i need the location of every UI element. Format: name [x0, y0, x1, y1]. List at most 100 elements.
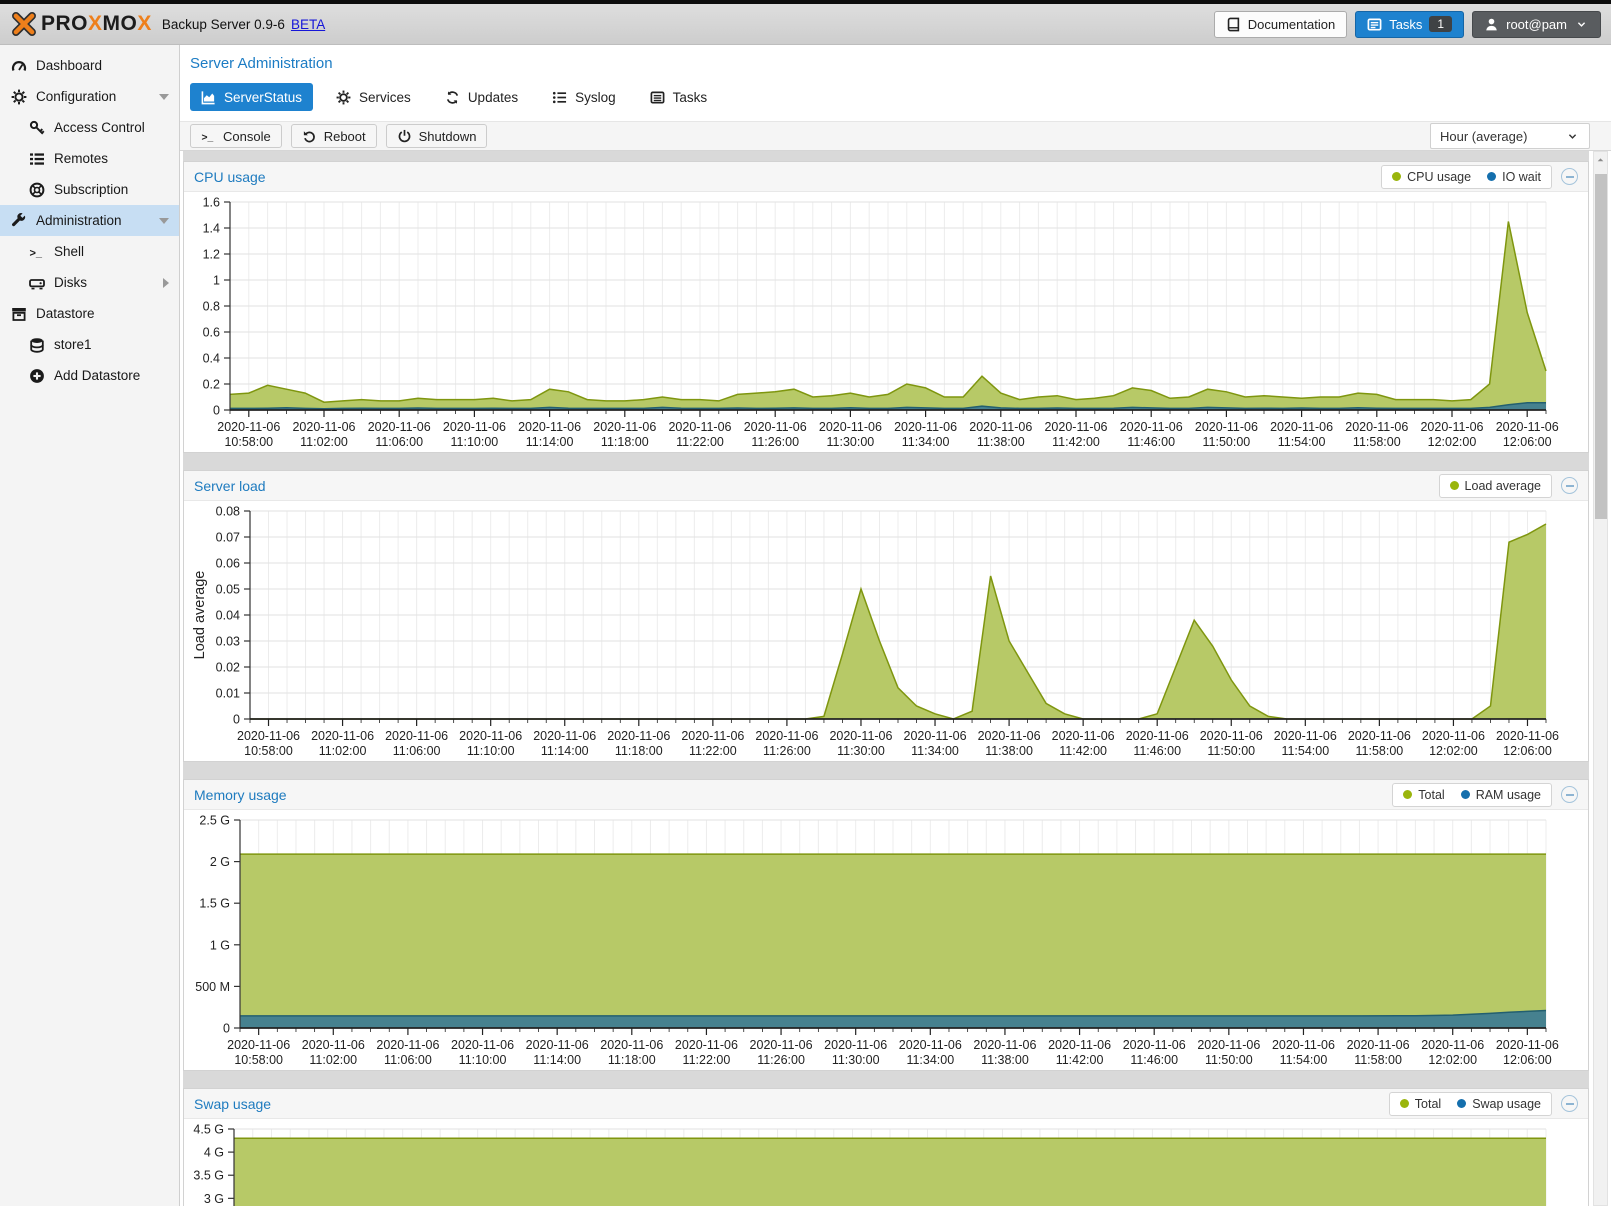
x-tick-date: 2020-11-06	[1197, 1038, 1260, 1052]
legend-dot-icon	[1403, 790, 1413, 799]
user-menu-button[interactable]: root@pam	[1472, 10, 1601, 38]
x-tick-date: 2020-11-06	[894, 420, 957, 434]
x-tick-date: 2020-11-06	[593, 420, 656, 434]
legend-item-total[interactable]: Total	[1399, 1097, 1441, 1111]
collapse-panel-icon[interactable]	[1561, 168, 1578, 185]
x-tick-date: 2020-11-06	[1345, 420, 1408, 434]
sidebar-item-shell[interactable]: >_ Shell	[0, 236, 179, 267]
sidebar-item-label: Dashboard	[36, 58, 103, 73]
x-tick-time: 10:58:00	[244, 744, 293, 758]
sidebar-item-administration[interactable]: Administration	[0, 205, 179, 236]
chart-legend: CPU usage IO wait	[1381, 164, 1552, 189]
sidebar-item-access-control[interactable]: Access Control	[0, 112, 179, 143]
configuration-icon	[10, 88, 27, 105]
legend-item-swap-usage[interactable]: Swap usage	[1457, 1097, 1541, 1111]
x-tick-date: 2020-11-06	[1272, 1038, 1335, 1052]
y-tick-label: 0.4	[203, 352, 220, 366]
collapse-panel-icon[interactable]	[1561, 786, 1578, 803]
legend-label: Swap usage	[1472, 1096, 1541, 1111]
x-tick-date: 2020-11-06	[1044, 420, 1107, 434]
x-tick-date: 2020-11-06	[1274, 729, 1337, 743]
subscription-icon	[28, 181, 45, 198]
vertical-scrollbar[interactable]	[1593, 151, 1608, 1206]
x-tick-time: 11:06:00	[393, 744, 441, 758]
x-tick-time: 11:58:00	[1354, 1053, 1402, 1067]
collapse-panel-icon[interactable]	[1561, 1095, 1578, 1112]
legend-dot-icon	[1487, 172, 1497, 181]
sidebar-item-add-datastore[interactable]: Add Datastore	[0, 360, 179, 391]
documentation-button[interactable]: Documentation	[1213, 10, 1348, 38]
sidebar-item-remotes[interactable]: Remotes	[0, 143, 179, 174]
shutdown-icon	[397, 129, 412, 144]
x-tick-time: 11:54:00	[1280, 1053, 1328, 1067]
x-tick-time: 11:22:00	[676, 435, 724, 449]
shutdown-button[interactable]: Shutdown	[385, 124, 488, 148]
serverstatus-icon	[201, 90, 216, 105]
console-button[interactable]: >_ Console	[190, 124, 282, 148]
expand-arrow-icon[interactable]	[163, 277, 169, 288]
app-header: PROXMOX Backup Server 0.9-6 BETA Documen…	[0, 4, 1611, 45]
x-tick-time: 12:02:00	[1429, 744, 1478, 758]
tab-tasks[interactable]: Tasks	[639, 83, 719, 111]
y-tick-label: 500 M	[195, 980, 230, 994]
tasks-button[interactable]: Tasks 1	[1355, 10, 1465, 38]
y-tick-label: 0.02	[216, 661, 240, 675]
x-tick-time: 11:18:00	[608, 1053, 656, 1067]
x-tick-time: 11:34:00	[902, 435, 950, 449]
x-tick-date: 2020-11-06	[1270, 420, 1333, 434]
collapse-panel-icon[interactable]	[1561, 477, 1578, 494]
x-tick-time: 11:26:00	[763, 744, 811, 758]
y-tick-label: 0.06	[216, 557, 240, 571]
add-datastore-icon	[28, 367, 45, 384]
legend-dot-icon	[1460, 790, 1470, 799]
legend-label: Total	[1418, 787, 1445, 802]
legend-item-total[interactable]: Total	[1403, 787, 1445, 802]
timeframe-select[interactable]: Hour (average)	[1430, 123, 1590, 149]
services-icon	[336, 90, 351, 105]
sidebar-item-dashboard[interactable]: Dashboard	[0, 50, 179, 81]
sidebar-item-label: Datastore	[36, 306, 95, 321]
sidebar-item-configuration[interactable]: Configuration	[0, 81, 179, 112]
collapse-arrow-icon[interactable]	[159, 217, 169, 224]
x-tick-date: 2020-11-06	[533, 729, 596, 743]
x-tick-time: 11:30:00	[827, 435, 875, 449]
button-label: Reboot	[323, 128, 366, 144]
sidebar-item-disks[interactable]: Disks	[0, 267, 179, 298]
panel-cpu-usage: CPU usage CPU usage IO wait 0 0.2 0.4 0.6 0.8 1 1…	[183, 161, 1589, 453]
legend-label: IO wait	[1502, 169, 1541, 184]
sidebar-item-store1[interactable]: store1	[0, 329, 179, 360]
x-tick-time: 11:34:00	[911, 744, 959, 758]
scroll-up-icon[interactable]	[1594, 152, 1607, 167]
console-icon: >_	[201, 129, 216, 144]
tab-services[interactable]: Services	[325, 83, 422, 111]
scrollbar-thumb[interactable]	[1595, 174, 1607, 519]
sidebar-item-datastore[interactable]: Datastore	[0, 298, 179, 329]
x-tick-date: 2020-11-06	[385, 729, 448, 743]
legend-item-load-average[interactable]: Load average	[1449, 479, 1541, 493]
x-tick-date: 2020-11-06	[904, 729, 967, 743]
tab-syslog[interactable]: Syslog	[541, 83, 627, 111]
y-tick-label: 3 G	[204, 1192, 224, 1206]
reboot-button[interactable]: Reboot	[290, 124, 377, 148]
x-tick-date: 2020-11-06	[302, 1038, 365, 1052]
legend-item-cpu-usage[interactable]: CPU usage	[1392, 170, 1471, 184]
x-tick-time: 11:50:00	[1203, 435, 1251, 449]
tab-serverstatus[interactable]: ServerStatus	[190, 83, 314, 111]
chart-canvas: 00.20.40.60.811.21.41.62020-11-0610:58:0…	[203, 196, 1559, 450]
proxmox-logo: PROXMOX	[10, 10, 152, 38]
logo-wordmark: PROXMOX	[41, 12, 152, 35]
x-tick-date: 2020-11-06	[292, 420, 355, 434]
panel-header: Server load Load average	[184, 471, 1588, 501]
sidebar-item-label: Administration	[36, 213, 122, 228]
tab-updates[interactable]: Updates	[434, 83, 529, 111]
sidebar-item-subscription[interactable]: Subscription	[0, 174, 179, 205]
legend-item-io-wait[interactable]: IO wait	[1487, 170, 1541, 184]
collapse-arrow-icon[interactable]	[159, 93, 169, 100]
x-tick-time: 11:10:00	[467, 744, 515, 758]
beta-link[interactable]: BETA	[290, 16, 326, 32]
tasks-tab-icon	[650, 90, 665, 105]
legend-dot-icon	[1392, 172, 1402, 181]
x-tick-time: 11:06:00	[375, 435, 423, 449]
legend-item-ram-usage[interactable]: RAM usage	[1460, 788, 1541, 802]
